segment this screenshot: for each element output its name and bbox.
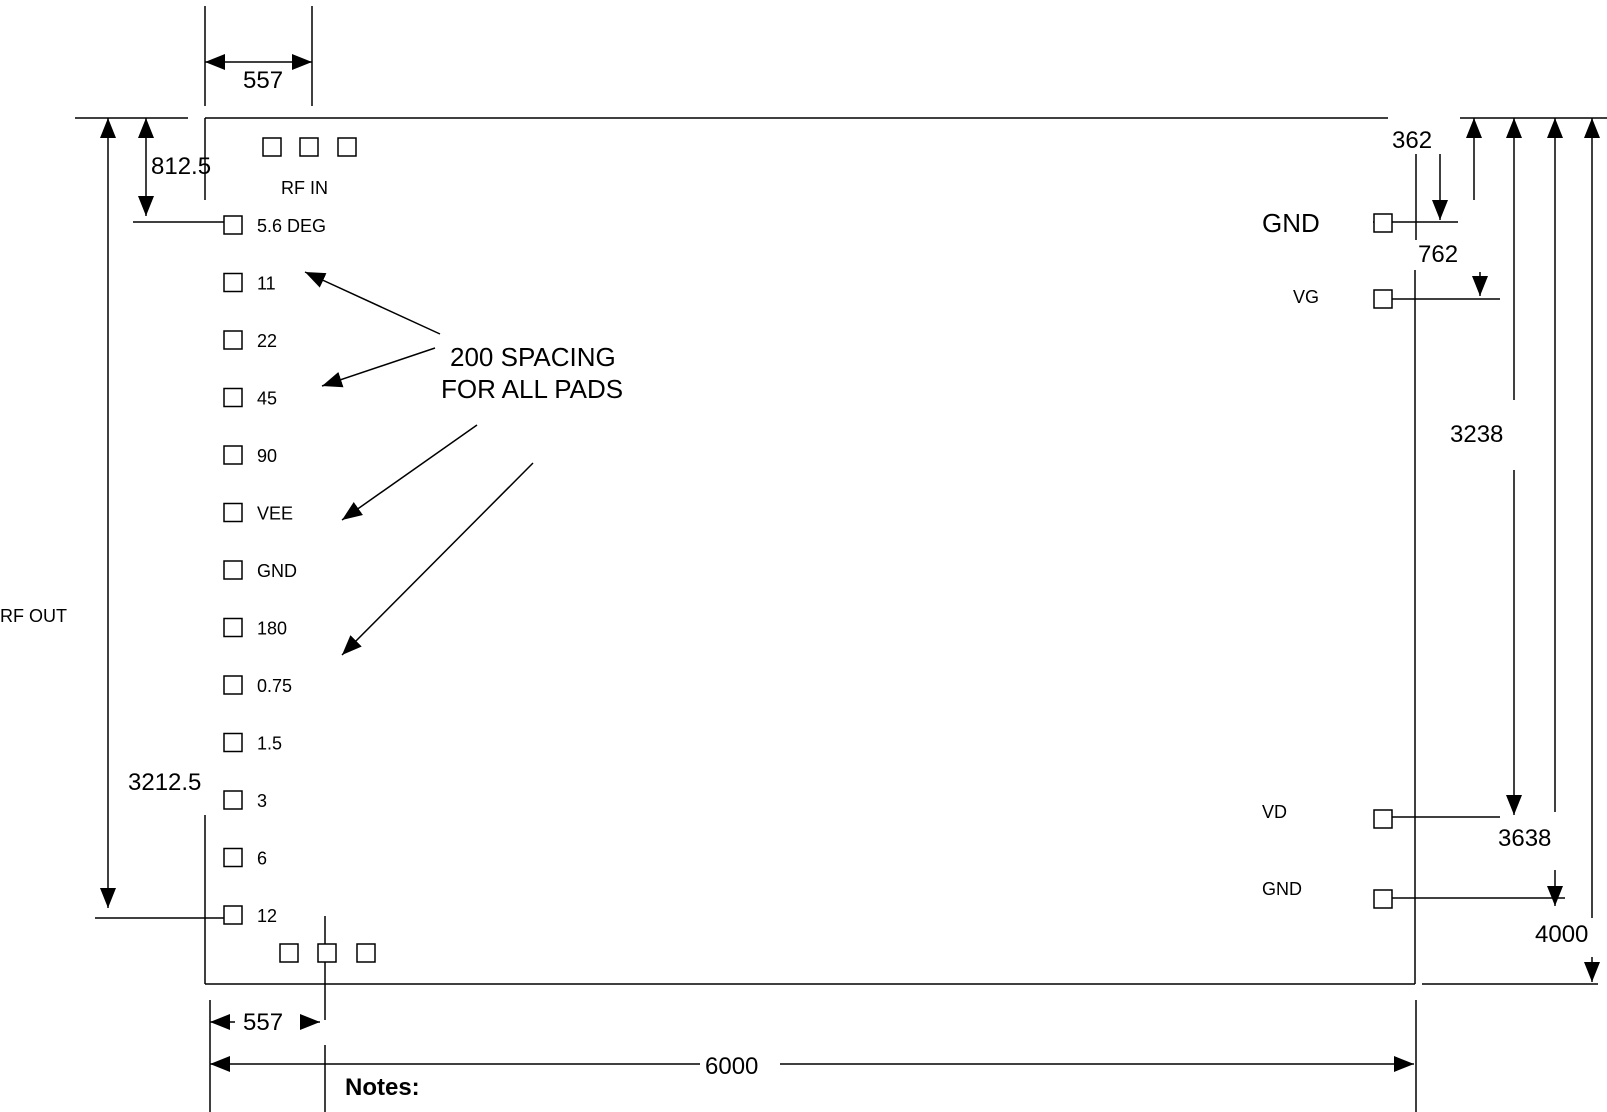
rf-out-label: RF OUT (0, 606, 67, 626)
right-gnd-top-label: GND (1262, 208, 1320, 238)
notes-title: Notes: (345, 1074, 420, 1101)
annotation-arrow-180 (341, 462, 534, 656)
left-pad-label-11: 6 (257, 849, 267, 869)
annotation-arrow-11 (304, 271, 441, 335)
left-pad-label-5: VEE (257, 504, 293, 524)
dim-3638: 3638 (1498, 825, 1551, 852)
dim-362: 362 (1392, 127, 1432, 154)
right-gnd-bottom-pad (1373, 889, 1393, 909)
left-pad-label-8: 0.75 (257, 676, 292, 696)
dim-top-557: 557 (243, 67, 283, 94)
left-pad-12 (223, 905, 243, 925)
left-pad-8 (223, 675, 243, 695)
left-pad-1 (223, 272, 243, 293)
vd-label: VD (1262, 802, 1287, 822)
left-pad-label-12: 12 (257, 906, 277, 926)
left-pad-0 (223, 215, 243, 235)
left-pad-7 (223, 617, 243, 638)
left-pad-5 (223, 502, 243, 523)
dim-762: 762 (1418, 241, 1458, 268)
dim-3238: 3238 (1450, 421, 1503, 448)
vg-pad (1373, 289, 1393, 309)
vg-label: VG (1293, 287, 1319, 307)
rf-out-pad-1 (317, 943, 337, 963)
right-gnd-bottom-label: GND (1262, 879, 1302, 899)
left-pad-label-2: 22 (257, 331, 277, 351)
left-pad-2 (223, 330, 243, 350)
dim-4000: 4000 (1535, 921, 1588, 948)
dim-812-5: 812.5 (151, 153, 211, 180)
left-pad-4 (223, 445, 243, 465)
left-pad-label-1: 11 (257, 274, 276, 294)
annotation-line2: FOR ALL PADS (441, 374, 623, 404)
left-pad-3 (223, 387, 243, 408)
dim-bottom-557: 557 (243, 1009, 283, 1036)
dim-3212-5: 3212.5 (128, 769, 201, 796)
left-pad-label-7: 180 (257, 619, 287, 639)
left-pad-label-3: 45 (257, 389, 277, 409)
rf-in-pad-1 (299, 137, 319, 157)
left-pad-label-0: 5.6 DEG (257, 216, 326, 236)
rf-out-pad-2 (356, 943, 376, 963)
left-pad-label-6: GND (257, 561, 297, 581)
left-pad-label-4: 90 (257, 446, 277, 466)
annotation-arrow-vee (341, 424, 478, 521)
left-pad-11 (223, 847, 243, 868)
left-pad-6 (223, 560, 243, 580)
rf-in-pad-2 (337, 137, 357, 157)
vd-pad (1373, 809, 1393, 829)
rf-in-label: RF IN (281, 178, 328, 198)
left-pad-label-9: 1.5 (257, 734, 282, 754)
rf-in-pad-0 (262, 137, 282, 157)
left-pad-10 (223, 790, 243, 810)
left-pad-label-10: 3 (257, 791, 267, 811)
rf-out-pad-0 (279, 943, 299, 963)
right-gnd-top-pad (1373, 213, 1393, 233)
annotation-line1: 200 SPACING (450, 342, 616, 372)
annotation-arrow-45 (321, 347, 436, 388)
dim-6000: 6000 (705, 1053, 758, 1080)
left-pad-9 (223, 732, 243, 753)
